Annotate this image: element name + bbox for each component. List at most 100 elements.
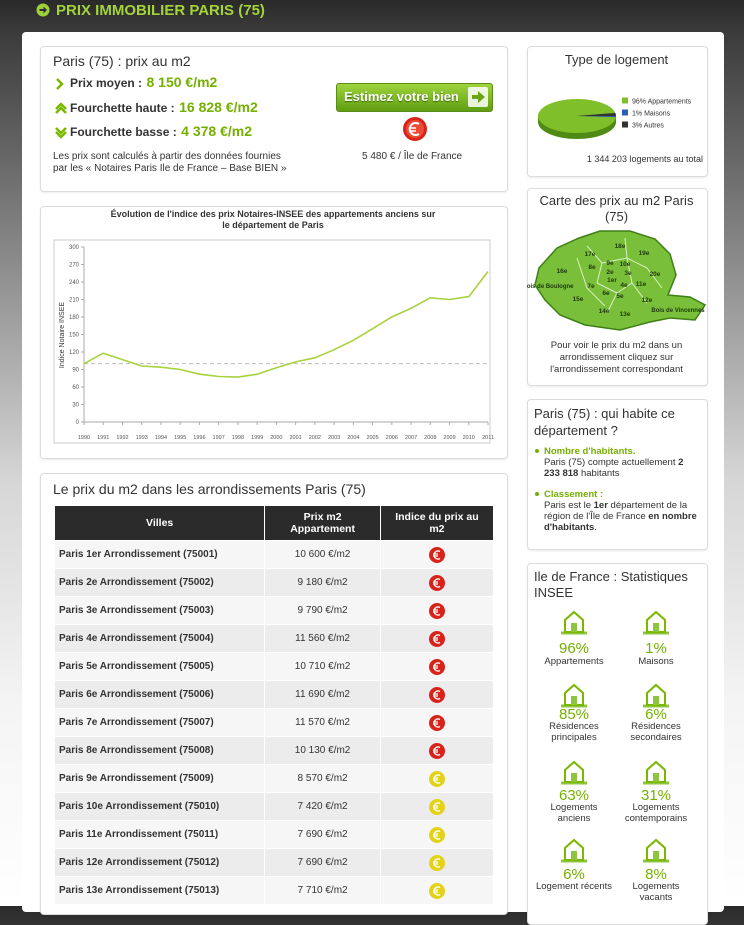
y-tick-label: 150 <box>69 333 80 339</box>
map-label: Bois de Vincennes <box>651 308 705 314</box>
x-tick-label: 2000 <box>270 435 282 441</box>
icon-door <box>653 773 659 782</box>
icon-house <box>564 683 584 706</box>
y-axis-label: Indice Notaire INSEE <box>59 302 66 368</box>
insee-label: Appartements <box>544 656 604 667</box>
button-label: Estimez votre bien <box>344 89 459 104</box>
icon-disc <box>428 686 445 703</box>
price-cell: 10 600 €/m2 <box>264 540 381 569</box>
insee-panel <box>527 563 708 925</box>
icon-door <box>571 773 577 782</box>
x-tick-label: 1999 <box>251 435 263 441</box>
icon-symbol <box>432 549 441 560</box>
insee-icon <box>643 838 669 863</box>
y-tick-label: 120 <box>69 350 80 356</box>
price-cell: 9 180 €/m2 <box>264 568 381 597</box>
insee-icon <box>643 610 669 635</box>
summary-icon <box>55 101 67 114</box>
y-tick-label: 0 <box>76 420 80 426</box>
map-label: 3e <box>624 270 632 277</box>
x-tick-label: 1994 <box>155 435 167 441</box>
region-price: 5 480 € / Île de France <box>362 151 463 162</box>
map-label: 8e <box>588 264 596 271</box>
y-tick-label: 180 <box>69 315 80 321</box>
population-text-part: en nombre d'habitants <box>544 511 697 533</box>
y-tick-label: 240 <box>69 280 80 286</box>
index-cell <box>379 708 495 737</box>
y-tick-label: 300 <box>69 245 80 251</box>
summary-label: Fourchette haute : <box>70 100 175 115</box>
price-cell: 8 570 €/m2 <box>264 764 381 793</box>
population-text-part: département de la région de l'Île de Fra… <box>544 500 688 522</box>
price-cell: 11 690 €/m2 <box>264 680 381 709</box>
table-row: Paris 13e Arrondissement (75013) 7 710 €/… <box>53 876 495 905</box>
icon-disc <box>428 854 445 871</box>
table-row: Paris 3e Arrondissement (75003) 9 790 €/m… <box>53 596 495 625</box>
price-cell: 7 690 €/m2 <box>264 820 381 849</box>
insee-value: 6% <box>563 866 585 883</box>
price-index-icon <box>428 854 445 871</box>
x-tick-label: 1993 <box>136 435 148 441</box>
table-row: Paris 4e Arrondissement (75004) 11 560 €/… <box>53 624 495 653</box>
x-tick-label: 1995 <box>174 435 186 441</box>
index-cell <box>379 820 495 849</box>
x-tick-label: 2010 <box>463 435 475 441</box>
icon-disc <box>428 546 445 563</box>
index-cell <box>379 848 495 877</box>
table-row: Paris 2e Arrondissement (75002) 9 180 €/m… <box>53 568 495 597</box>
estimate-button[interactable]: Estimez votre bien <box>336 83 493 112</box>
map-shape[interactable] <box>534 230 706 331</box>
city-cell: Paris 9e Arrondissement (75009) <box>53 764 266 793</box>
price-cell: 7 690 €/m2 <box>264 848 381 877</box>
summary-item: Fourchette haute : 16 828 €/m2 <box>70 99 258 117</box>
x-tick-label: 1996 <box>193 435 205 441</box>
region-index-icon <box>403 117 427 141</box>
summary-title: Paris (75) : prix au m2 <box>53 53 191 69</box>
legend-swatch <box>622 121 628 128</box>
price-index-icon <box>428 630 445 647</box>
summary-label: Prix moyen : <box>70 76 143 90</box>
city-cell: Paris 3e Arrondissement (75003) <box>53 596 266 625</box>
map-label: 18e <box>615 243 626 250</box>
icon-house <box>646 760 666 783</box>
column-header: Prix m2 Appartement <box>264 505 381 541</box>
price-cell: 11 560 €/m2 <box>264 624 381 653</box>
population-text-part: habitants <box>578 468 620 479</box>
icon-door <box>653 696 659 705</box>
pie-slice <box>577 116 616 118</box>
chart-title-line: le département de Paris <box>222 220 324 230</box>
population-text-part: 2 233 818 <box>544 457 684 479</box>
table-row: Paris 8e Arrondissement (75008) 10 130 €/… <box>53 736 495 765</box>
header-title: PRIX IMMOBILIER PARIS (75) <box>56 2 265 19</box>
icon-house <box>646 838 666 861</box>
icon-disc <box>428 770 445 787</box>
population-title: Paris (75) : qui habite ce département ? <box>534 406 675 438</box>
table-title: Le prix du m2 dans les arrondissements P… <box>53 481 366 497</box>
index-cell <box>379 764 495 793</box>
legend-label: Appartements <box>648 99 692 106</box>
city-cell: Paris 10e Arrondissement (75010) <box>53 792 266 821</box>
price-table: Villes Prix m2 Appartement Indice du prix … <box>53 505 495 905</box>
index-cell <box>379 680 495 709</box>
map-label: 5e <box>616 293 624 300</box>
map-borders <box>576 237 663 314</box>
map-label: 9e <box>606 260 614 267</box>
icon-symbol <box>432 745 441 756</box>
price-index-icon <box>428 882 445 899</box>
map-label: 15e <box>573 296 584 303</box>
price-cell: 11 570 €/m2 <box>264 708 381 737</box>
price-cell: 7 710 €/m2 <box>264 876 381 905</box>
insee-value: 1% <box>645 640 667 657</box>
population-heading: Nombre d'habitants. <box>544 446 636 457</box>
population-text-part: Paris (75) compte actuellement <box>544 457 679 468</box>
city-cell: Paris 1er Arrondissement (75001) <box>53 540 266 569</box>
map-label: 10e <box>620 261 631 268</box>
legend-swatch <box>622 109 628 116</box>
city-cell: Paris 13e Arrondissement (75013) <box>53 876 266 905</box>
insee-label: Logement récents <box>535 881 613 892</box>
insee-label: Logements anciens <box>550 802 598 824</box>
insee-icon <box>561 683 587 708</box>
insee-title: Ile de France : Statistiques INSEE <box>534 569 688 600</box>
map-label: 4e <box>620 282 628 289</box>
x-tick-label: 2003 <box>328 435 340 441</box>
